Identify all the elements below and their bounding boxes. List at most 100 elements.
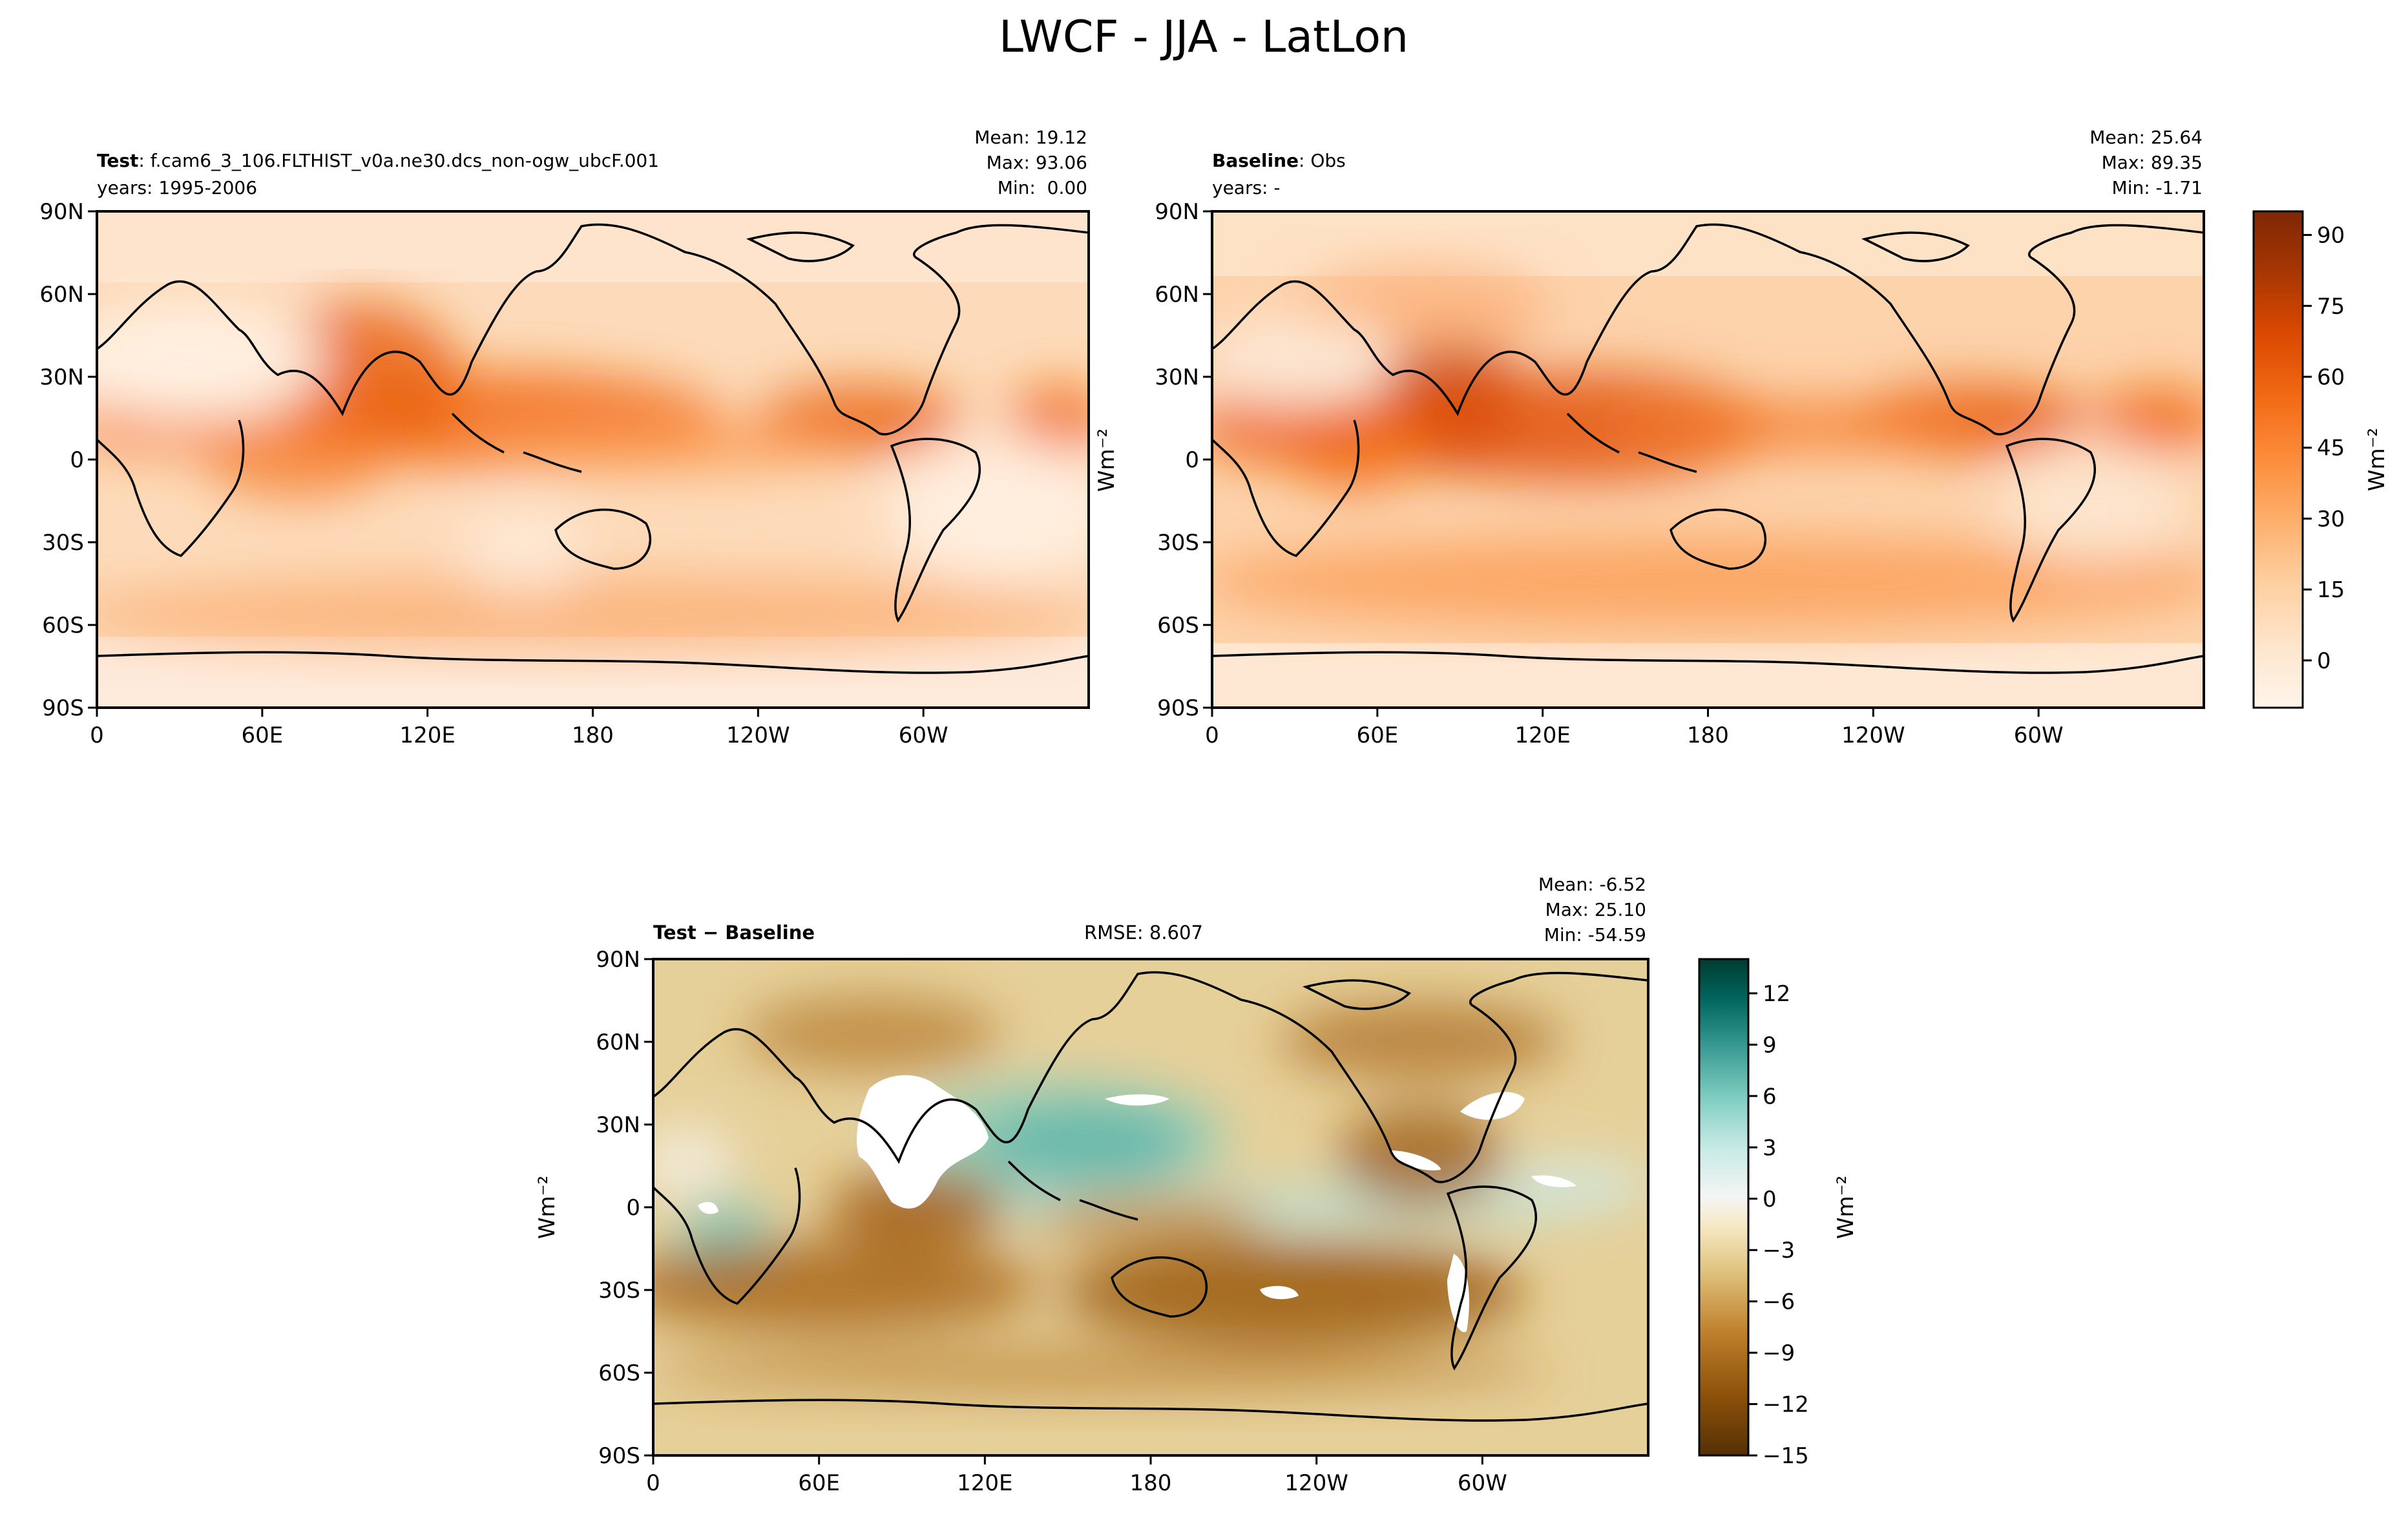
test-field-blobs [97, 304, 1089, 653]
baseline-field-blobs [1212, 265, 2204, 627]
diff-colorbar-tick-label: 3 [1763, 1135, 1777, 1161]
diff-lon-tick-label: 0 [646, 1470, 660, 1496]
diff-masked-regions [698, 1075, 1576, 1333]
baseline-panel: Baseline: Obs years: - Mean: 25.64 Max: … [1094, 127, 2205, 748]
main-colorbar-tick-label: 90 [2317, 223, 2345, 249]
test-lat-axis: 90N 60N 30N 0 30S 60S 90S [39, 199, 97, 721]
baseline-coastlines [1212, 223, 2204, 674]
diff-panel: Test − Baseline RMSE: 8.607 Mean: -6.52 … [534, 874, 1649, 1496]
main-colorbar-tick-label: 0 [2317, 648, 2331, 674]
diff-lat-tick-label: 30S [598, 1278, 640, 1304]
diff-lat-tick-label: 60S [598, 1360, 640, 1386]
diff-stat-min: Min: -54.59 [1544, 924, 1646, 946]
diff-colorbar-tick-label: −3 [1763, 1238, 1795, 1263]
test-lat-tick-label: 60S [42, 613, 84, 639]
diff-colorbar: 12 9 6 3 0 −3 −6 −9 −12 −15 Wm⁻² [1698, 958, 1859, 1469]
test-panel-title: Test: f.cam6_3_106.FLTHIST_v0a.ne30.dcs_… [97, 150, 659, 171]
baseline-lat-tick-label: 0 [1185, 447, 1199, 473]
baseline-case-name: : Obs [1299, 150, 1346, 171]
test-lon-tick-label: 120W [726, 723, 790, 748]
main-colorbar-ticks: 90 75 60 45 30 15 0 [2303, 223, 2345, 674]
test-lat-tick-label: 30S [42, 530, 84, 556]
diff-colorbar-tick-label: −9 [1763, 1340, 1795, 1366]
diff-lat-tick-label: 90N [596, 947, 640, 973]
test-lon-tick-label: 0 [90, 723, 104, 748]
diff-lat-tick-label: 60N [596, 1030, 640, 1055]
diff-lat-tick-label: 30N [596, 1112, 640, 1138]
test-lat-tick-label: 30N [39, 365, 84, 390]
test-lon-tick-label: 180 [572, 723, 614, 748]
baseline-lon-axis: 0 60E 120E 180 120W 60W [1205, 708, 2064, 748]
diff-units-left: Wm⁻² [534, 1176, 560, 1239]
diff-lat-tick-label: 90S [598, 1443, 640, 1469]
baseline-lon-tick-label: 180 [1687, 723, 1729, 748]
diff-colorbar-tick-label: 0 [1763, 1187, 1777, 1212]
main-colorbar-tick-label: 75 [2317, 293, 2345, 319]
test-years: years: 1995-2006 [97, 177, 257, 198]
diff-colorbar-bar [1698, 958, 1750, 1457]
diff-colorbar-tick-label: −6 [1763, 1289, 1795, 1315]
main-units-left: Wm⁻² [1094, 428, 1120, 492]
baseline-panel-title: Baseline: Obs [1212, 150, 1346, 171]
baseline-lat-tick-label: 90N [1155, 199, 1199, 225]
test-stat-mean: Mean: 19.12 [974, 127, 1087, 148]
diff-coastlines [653, 971, 1648, 1422]
test-lon-axis: 0 60E 120E 180 120W 60W [90, 708, 948, 748]
baseline-stat-max: Max: 89.35 [2102, 152, 2203, 173]
main-colorbar-tick-label: 45 [2317, 436, 2345, 461]
baseline-lat-tick-label: 30S [1157, 530, 1199, 556]
test-lon-tick-label: 60W [899, 723, 948, 748]
test-lon-tick-label: 60E [241, 723, 283, 748]
main-colorbar-bar [2252, 210, 2304, 709]
test-case-name: : f.cam6_3_106.FLTHIST_v0a.ne30.dcs_non-… [138, 150, 659, 171]
diff-rmse: RMSE: 8.607 [1084, 922, 1203, 944]
diff-colorbar-tick-label: 9 [1763, 1032, 1777, 1058]
baseline-lat-tick-label: 60S [1157, 613, 1199, 639]
diff-colorbar-tick-label: −15 [1763, 1443, 1809, 1469]
baseline-lat-tick-label: 30N [1155, 365, 1199, 390]
diff-lon-tick-label: 60E [798, 1470, 840, 1496]
diff-colorbar-tick-label: 6 [1763, 1084, 1777, 1110]
baseline-lon-tick-label: 120E [1514, 723, 1570, 748]
diff-colorbar-tick-label: 12 [1763, 981, 1790, 1007]
test-lat-tick-label: 90N [39, 199, 84, 225]
diff-stat-mean: Mean: -6.52 [1538, 874, 1646, 895]
diff-colorbar-tick-label: −12 [1763, 1392, 1809, 1418]
baseline-lat-tick-label: 60N [1155, 282, 1199, 308]
baseline-stat-min: Min: -1.71 [2112, 177, 2203, 198]
diff-lon-tick-label: 60W [1458, 1470, 1507, 1496]
diff-panel-title: Test − Baseline [653, 922, 815, 944]
diff-lat-tick-label: 0 [626, 1195, 640, 1221]
diff-lat-axis: 90N 60N 30N 0 30S 60S 90S [596, 947, 653, 1469]
test-lat-tick-label: 60N [39, 282, 84, 308]
diff-lon-tick-label: 120W [1284, 1470, 1348, 1496]
test-coastlines [97, 223, 1089, 674]
baseline-label: Baseline [1212, 150, 1299, 171]
test-map-field [97, 211, 1089, 708]
diff-map-field [653, 959, 1648, 1455]
main-colorbar: 90 75 60 45 30 15 0 Wm⁻² [2252, 210, 2390, 709]
baseline-lon-tick-label: 60W [2014, 723, 2064, 748]
test-lat-tick-label: 0 [70, 447, 84, 473]
test-panel: Test: f.cam6_3_106.FLTHIST_v0a.ne30.dcs_… [39, 127, 1090, 748]
test-stat-min: Min: 0.00 [998, 177, 1087, 198]
test-lon-tick-label: 120E [399, 723, 455, 748]
main-colorbar-tick-label: 60 [2317, 365, 2345, 390]
baseline-lon-tick-label: 0 [1205, 723, 1219, 748]
baseline-stat-mean: Mean: 25.64 [2089, 127, 2203, 148]
figure-title: LWCF - JJA - LatLon [999, 12, 1408, 63]
test-label: Test [97, 150, 138, 171]
diff-colorbar-units: Wm⁻² [1833, 1176, 1859, 1239]
main-colorbar-tick-label: 15 [2317, 577, 2345, 603]
diff-lon-tick-label: 120E [957, 1470, 1012, 1496]
test-lat-tick-label: 90S [42, 695, 84, 721]
diff-lon-axis: 0 60E 120E 180 120W 60W [646, 1455, 1507, 1496]
diff-colorbar-ticks: 12 9 6 3 0 −3 −6 −9 −12 −15 [1748, 981, 1809, 1469]
diff-lon-tick-label: 180 [1130, 1470, 1172, 1496]
baseline-map-field [1212, 211, 2204, 708]
diff-stat-max: Max: 25.10 [1545, 899, 1646, 920]
main-colorbar-units: Wm⁻² [2364, 428, 2390, 491]
baseline-lat-tick-label: 90S [1157, 695, 1199, 721]
baseline-lon-tick-label: 120W [1841, 723, 1905, 748]
